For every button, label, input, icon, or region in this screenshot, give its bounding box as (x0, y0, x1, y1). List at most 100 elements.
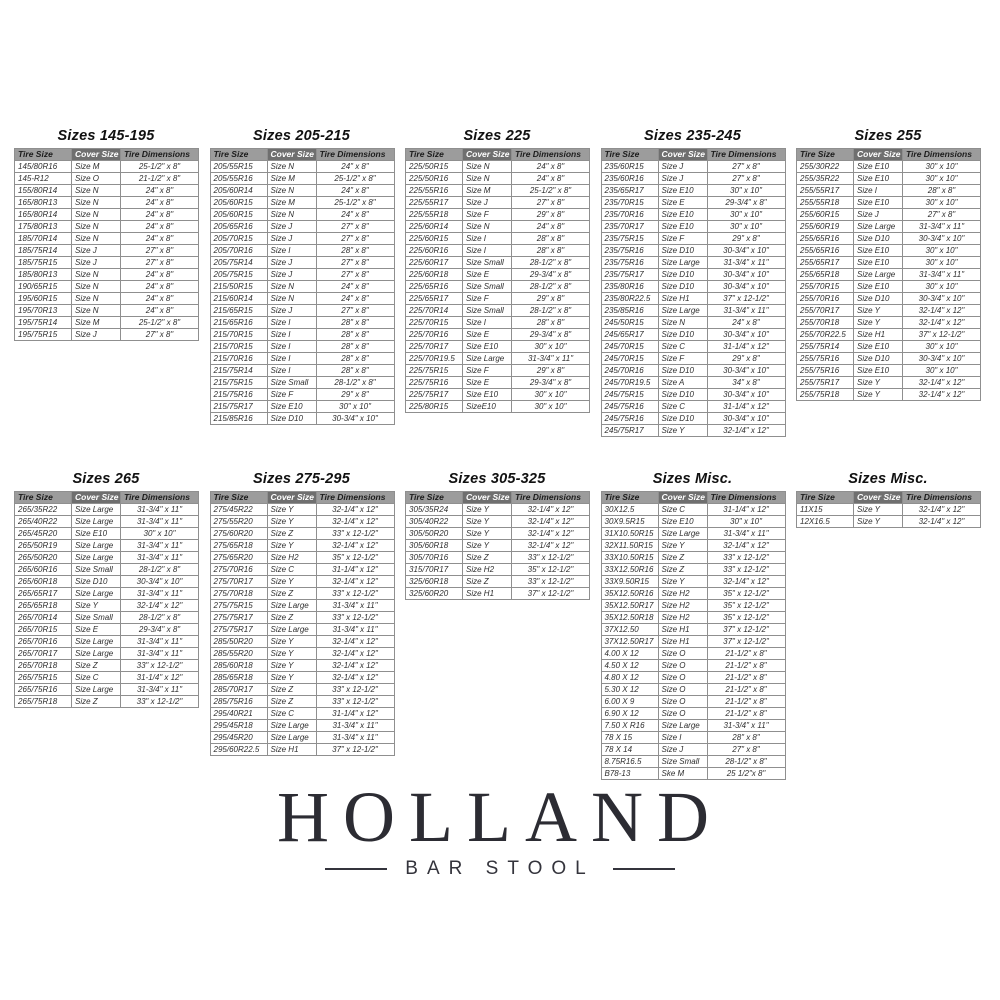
tire-size-cell: 4.50 X 12 (600, 659, 659, 672)
tire-size-cell: 235/75R16 (600, 244, 659, 257)
tire-size-cell: 265/75R15 (14, 671, 72, 684)
cover-size-cell: Size J (71, 328, 121, 341)
tire-size-cell: 255/55R17 (796, 184, 854, 197)
tire-dimensions-cell: 25-1/2" x 8" (120, 316, 199, 329)
table-row: 4.80 X 12 Size O 21-1/2" x 8" (600, 671, 786, 684)
tire-dimensions-cell: 21-1/2" x 8" (706, 695, 786, 708)
tire-size-cell: 255/75R16 (796, 352, 854, 365)
tire-dimensions-cell: 28" x 8" (511, 232, 590, 245)
cover-size-cell: Size M (462, 184, 512, 197)
cover-size-cell: Size E10 (266, 400, 317, 413)
tire-dimensions-cell: 29" x 8" (511, 208, 590, 221)
tire-size-cell: 225/60R14 (405, 220, 463, 233)
size-table: Tire Size Cover Size Tire Dimensions 255/30… (796, 148, 981, 401)
tire-size-cell: 235/80R16 (600, 280, 659, 293)
tire-size-cell: 255/70R16 (796, 292, 854, 305)
tire-size-cell: 265/50R20 (14, 551, 72, 564)
tire-size-cell: 4.00 X 12 (600, 647, 659, 660)
tire-size-cell: 11X15 (796, 503, 854, 516)
table-row: 225/60R14 Size N 24" x 8" (405, 220, 590, 233)
tire-size-cell: 305/70R16 (405, 551, 463, 564)
tire-size-cell: 265/70R17 (14, 647, 72, 660)
tire-dimensions-cell: 32-1/4" x 12" (511, 503, 590, 516)
table-row: 285/60R18 Size Y 32-1/4" x 12" (209, 659, 395, 672)
size-table-group: Sizes Misc. Tire Size Cover Size Tire Dimen… (796, 471, 992, 528)
cover-size-cell: Size Y (853, 376, 903, 389)
table-row: 255/70R15 Size E10 30" x 10" (796, 280, 981, 293)
table-row: 225/55R17 Size J 27" x 8" (405, 196, 590, 209)
tire-size-cell: 245/75R17 (600, 424, 659, 437)
cover-size-cell: Size Large (462, 352, 512, 365)
table-row: 78 X 15 Size I 28" x 8" (600, 731, 786, 744)
tire-size-cell: 7.50 X R16 (600, 719, 659, 732)
tire-dimensions-cell: 32-1/4" x 12" (315, 659, 395, 672)
column-header: Cover Size (462, 491, 512, 504)
table-row: 215/70R16 Size I 28" x 8" (209, 352, 395, 365)
table-row: 235/80R16 Size D10 30-3/4" x 10" (600, 280, 786, 293)
tire-size-cell: 265/70R18 (14, 659, 72, 672)
tire-size-cell: 195/70R13 (14, 304, 72, 317)
cover-size-cell: Size Small (657, 755, 708, 768)
tire-dimensions-cell: 24" x 8" (120, 232, 199, 245)
table-row: 225/75R17 Size E10 30" x 10" (405, 388, 590, 401)
table-row: 12X16.5 Size Y 32-1/4" x 12" (796, 515, 981, 528)
cover-size-cell: Size Z (462, 551, 512, 564)
tire-dimensions-cell: 30-3/4" x 10" (706, 388, 786, 401)
tire-dimensions-cell: 30" x 10" (706, 515, 786, 528)
table-row: 235/70R15 Size E 29-3/4" x 8" (600, 196, 786, 209)
tire-dimensions-cell: 31-1/4" x 12" (706, 400, 786, 413)
cover-size-cell: Size C (657, 340, 708, 353)
tire-size-cell: 235/70R15 (600, 196, 659, 209)
cover-size-cell: Size Y (266, 671, 317, 684)
tire-size-cell: 225/60R17 (405, 256, 463, 269)
table-row: 30X9.5R15 Size E10 30" x 10" (600, 515, 786, 528)
table-row: 225/65R17 Size F 29" x 8" (405, 292, 590, 305)
tire-size-cell: 185/75R14 (14, 244, 72, 257)
tire-dimensions-cell: 31-3/4" x 11" (902, 268, 981, 281)
cover-size-cell: SizeE10 (462, 400, 512, 413)
tire-size-cell: 30X9.5R15 (600, 515, 659, 528)
tire-dimensions-cell: 30" x 10" (706, 220, 786, 233)
cover-size-cell: Size Y (462, 515, 512, 528)
cover-size-cell: Size E (657, 196, 708, 209)
table-row: 225/70R19.5 Size Large 31-3/4" x 11" (405, 352, 590, 365)
tire-dimensions-cell: 28" x 8" (902, 184, 981, 197)
table-row: 275/75R17 Size Large 31-3/4" x 11" (209, 623, 395, 636)
tire-size-cell: 78 X 14 (600, 743, 659, 756)
tire-size-cell: 12X16.5 (796, 515, 854, 528)
logo-subtitle-row: BAR STOOL (0, 858, 1000, 880)
cover-size-cell: Size O (657, 683, 708, 696)
tire-size-cell: 275/65R18 (209, 539, 268, 552)
column-header: Tire Dimensions (511, 491, 590, 504)
cover-size-cell: Size I (853, 184, 903, 197)
tire-dimensions-cell: 28" x 8" (511, 316, 590, 329)
tire-dimensions-cell: 31-1/4" x 12" (706, 503, 786, 516)
table-row: 245/75R16 Size D10 30-3/4" x 10" (600, 412, 786, 425)
tire-size-cell: 205/55R15 (209, 160, 268, 173)
table-row: 255/70R18 Size Y 32-1/4" x 12" (796, 316, 981, 329)
cover-size-cell: Size Small (71, 563, 121, 576)
table-row: 31X10.50R15 Size Large 31-3/4" x 11" (600, 527, 786, 540)
table-row: 305/35R24 Size Y 32-1/4" x 12" (405, 503, 590, 516)
tire-size-cell: 285/65R18 (209, 671, 268, 684)
column-header: Tire Size (405, 491, 463, 504)
tire-dimensions-cell: 27" x 8" (120, 244, 199, 257)
cover-size-cell: Size O (657, 671, 708, 684)
tire-dimensions-cell: 24" x 8" (315, 160, 395, 173)
column-header: Tire Dimensions (315, 148, 395, 161)
table-row: 315/70R17 Size H2 35" x 12-1/2" (405, 563, 590, 576)
tire-dimensions-cell: 30-3/4" x 10" (902, 292, 981, 305)
tire-dimensions-cell: 32-1/4" x 12" (706, 575, 786, 588)
cover-size-cell: Size Y (266, 647, 317, 660)
cover-size-cell: Size H1 (657, 292, 708, 305)
table-row: 255/65R18 Size Large 31-3/4" x 11" (796, 268, 981, 281)
tire-dimensions-cell: 32-1/4" x 12" (315, 575, 395, 588)
cover-size-cell: Size H1 (657, 623, 708, 636)
tire-size-cell: 295/45R18 (209, 719, 268, 732)
tire-size-cell: 285/50R20 (209, 635, 268, 648)
table-title: Sizes 235-245 (644, 128, 741, 144)
cover-size-cell: Size J (71, 256, 121, 269)
cover-size-cell: Size Y (266, 659, 317, 672)
cover-size-cell: Size E (71, 623, 121, 636)
tire-dimensions-cell: 34" x 8" (706, 376, 786, 389)
